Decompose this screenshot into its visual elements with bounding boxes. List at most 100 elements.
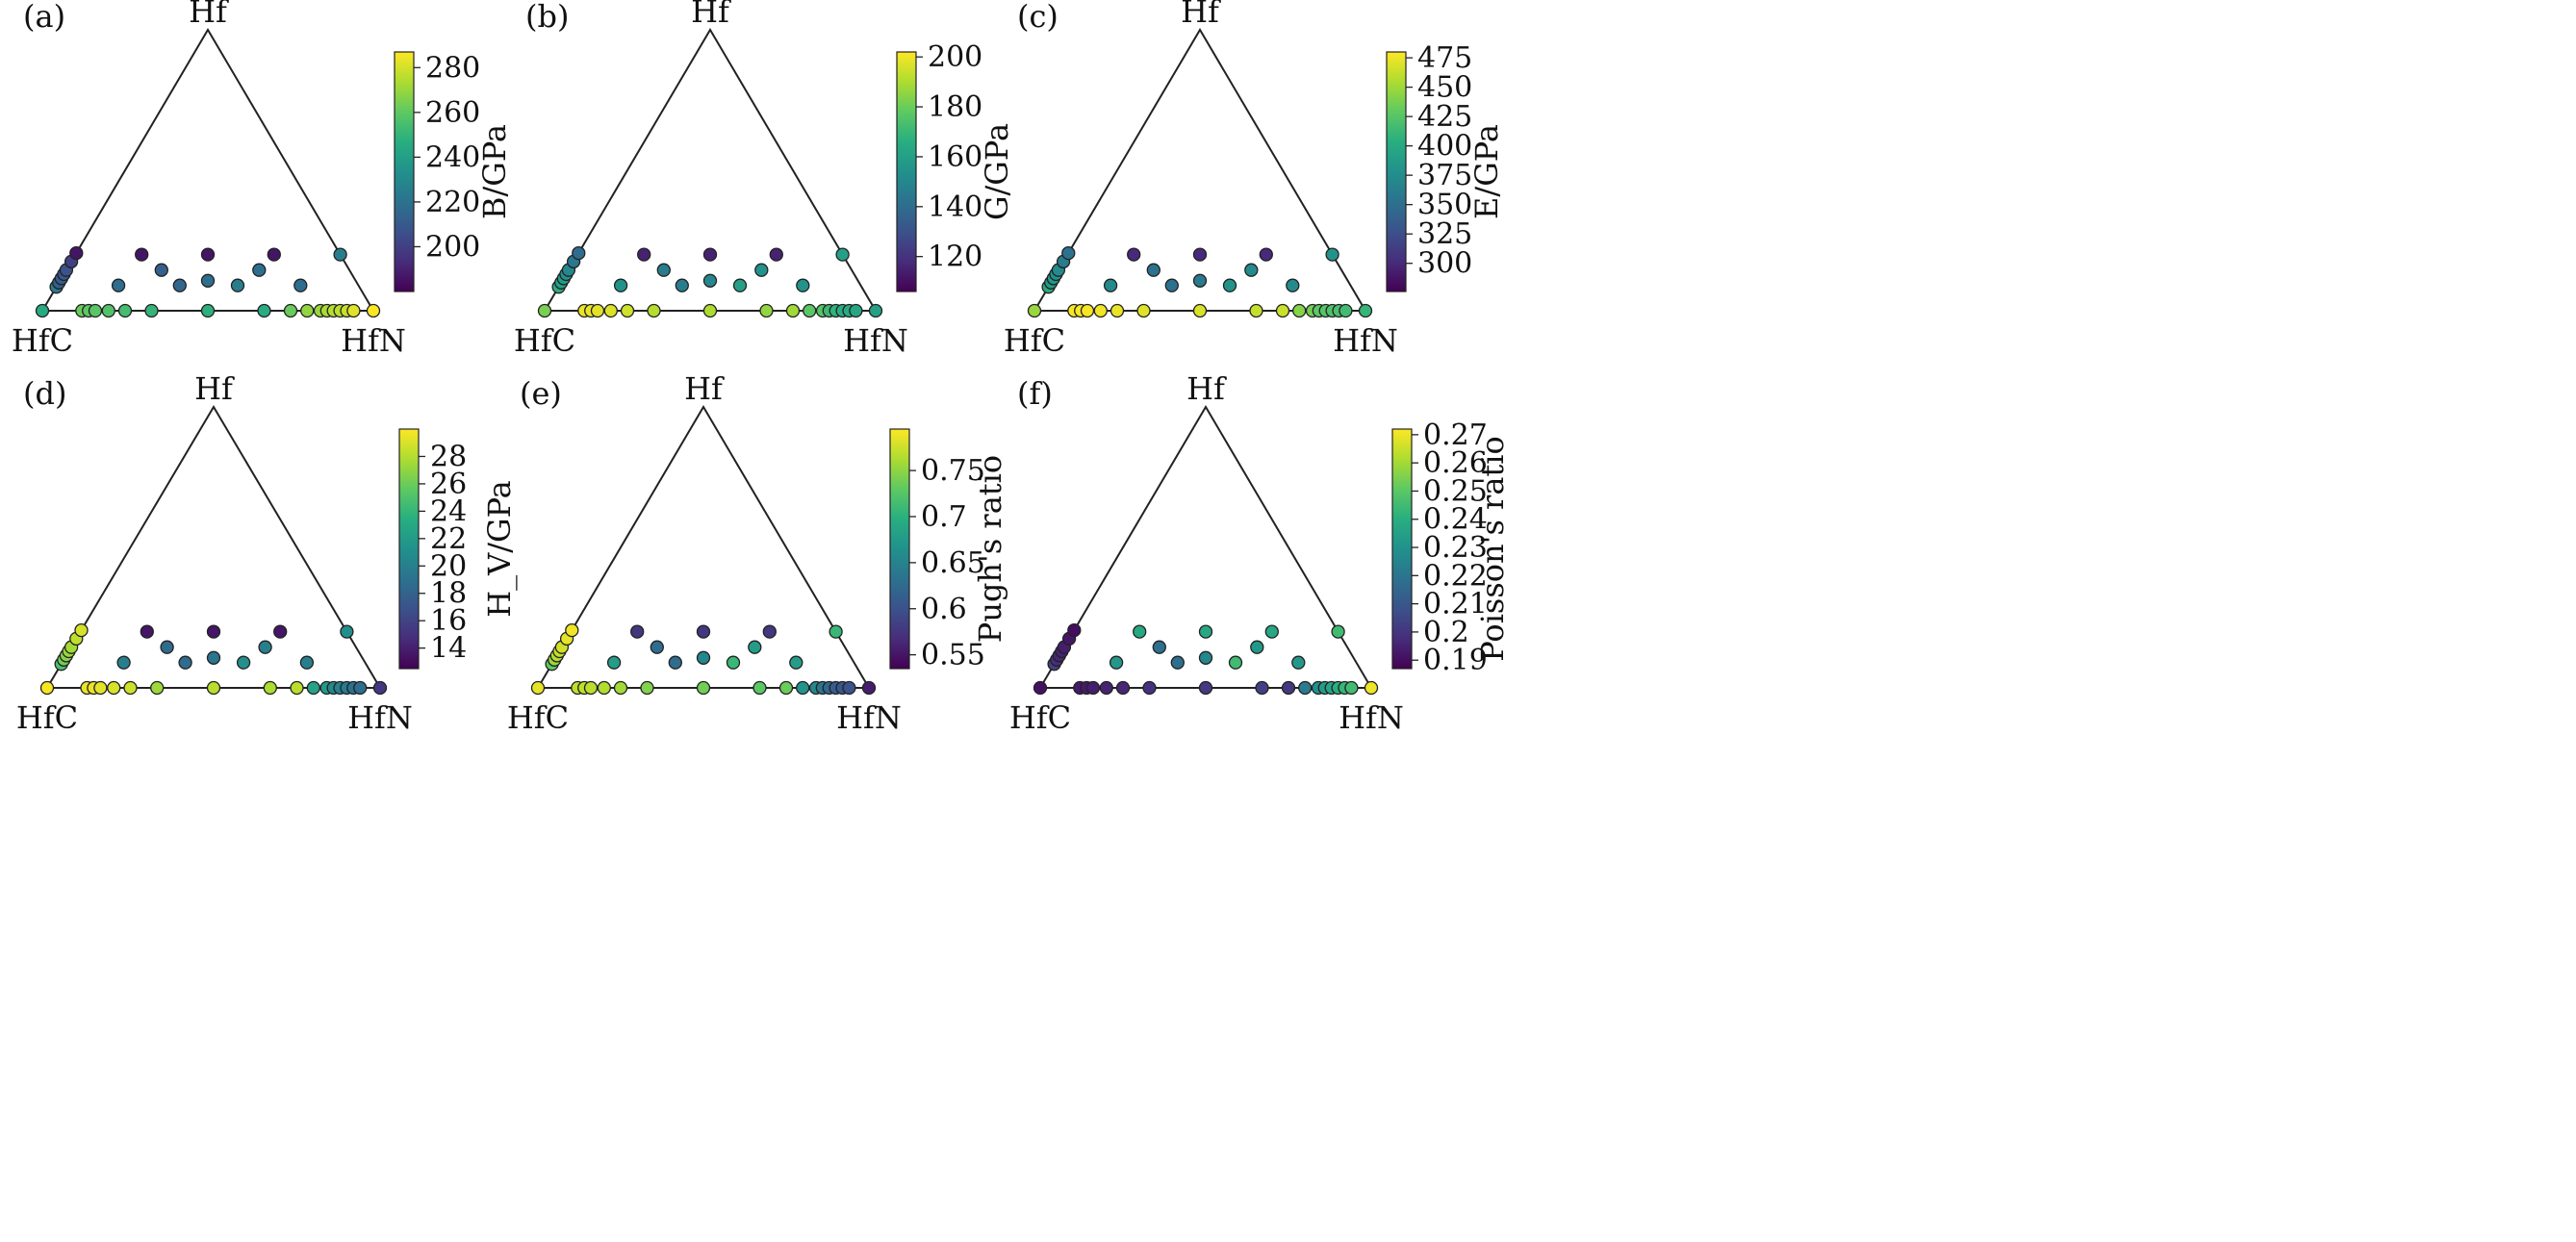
colorbar-tick-label: 0.75 (921, 454, 985, 488)
data-point (306, 680, 320, 696)
data-point (789, 655, 803, 670)
vertex-label-right: HfN (1333, 322, 1398, 359)
colorbar (889, 428, 910, 670)
data-point (769, 247, 783, 262)
colorbar-tick-label: 0.6 (921, 593, 967, 626)
data-point (1331, 624, 1345, 639)
vertex-label-top: Hf (1181, 0, 1221, 30)
colorbar-tick-label: 400 (1417, 130, 1472, 164)
data-point (1292, 303, 1307, 318)
colorbar (1391, 428, 1413, 670)
data-point (668, 655, 682, 670)
data-point (1127, 247, 1141, 262)
data-point (140, 624, 154, 639)
data-point (829, 624, 843, 639)
data-point (1027, 303, 1042, 318)
data-point (69, 245, 84, 261)
colorbar-tick-label: 140 (928, 190, 982, 224)
data-point (726, 655, 741, 670)
data-point (172, 278, 187, 292)
ternary-triangle (40, 28, 375, 312)
data-point (796, 680, 810, 696)
vertex-label-right: HfN (1339, 699, 1404, 736)
data-point (675, 278, 689, 292)
data-point (650, 640, 664, 654)
data-point (702, 273, 718, 288)
data-point (111, 278, 126, 292)
colorbar-tick-label: 0.2 (1423, 616, 1469, 649)
data-point (117, 303, 133, 318)
colorbar-tick-label: 200 (928, 40, 982, 74)
vertex-label-right: HfN (341, 322, 406, 359)
data-point (1339, 303, 1353, 318)
ternary-triangle (536, 405, 871, 689)
data-point (346, 303, 361, 318)
vertex-label-left: HfC (1004, 322, 1065, 359)
data-point (290, 680, 304, 696)
data-point (762, 624, 777, 639)
data-point (1275, 303, 1290, 318)
data-point (606, 655, 622, 670)
colorbar-tick-label: 0.24 (1423, 503, 1488, 537)
colorbar-tick-label: 22 (430, 522, 467, 556)
data-point (1061, 245, 1076, 261)
data-point (101, 303, 115, 318)
data-point (252, 263, 267, 277)
data-point (1093, 303, 1108, 318)
data-point (1198, 624, 1213, 639)
data-point (333, 247, 347, 262)
data-point (150, 680, 165, 696)
data-point (565, 622, 579, 638)
data-point (835, 247, 850, 262)
data-point (178, 655, 192, 670)
data-point (273, 624, 288, 639)
data-point (1192, 303, 1208, 318)
data-point (1170, 655, 1185, 670)
data-point (702, 247, 718, 262)
colorbar-tick-label: 24 (430, 494, 467, 528)
panel-label: (d) (23, 375, 66, 412)
data-point (630, 624, 645, 639)
colorbar-label: Poisson's ratio (1474, 436, 1511, 662)
data-point (154, 263, 168, 277)
vertex-label-left: HfC (12, 322, 73, 359)
panel-label: (c) (1017, 0, 1058, 35)
data-point (160, 640, 174, 654)
colorbar-label: H_V/GPa (481, 480, 518, 618)
colorbar-tick-label: 28 (430, 440, 467, 473)
panel-0: (a) Hf HfC HfN 200 220 240 260 280 B/GPa (12, 0, 513, 359)
data-point (597, 680, 611, 696)
colorbar-tick-label: 220 (425, 186, 480, 219)
data-point (842, 680, 856, 696)
colorbar-tick-label: 0.22 (1423, 559, 1488, 593)
colorbar-tick-label: 180 (928, 90, 982, 124)
panel-label: (b) (525, 0, 569, 35)
data-point (1085, 680, 1101, 696)
data-point (206, 624, 221, 639)
data-point (299, 655, 315, 670)
data-point (258, 640, 272, 654)
data-point (1358, 303, 1373, 318)
colorbar-tick-label: 0.27 (1423, 418, 1488, 452)
data-point (116, 655, 131, 670)
data-point (530, 680, 546, 696)
data-point (637, 247, 651, 262)
data-point (1133, 624, 1147, 639)
colorbar-tick-label: 160 (928, 140, 982, 174)
data-point (200, 273, 216, 288)
data-point (1344, 680, 1359, 696)
data-point (1192, 247, 1208, 262)
colorbar-tick-label: 14 (430, 632, 467, 666)
panel-1: (b) Hf HfC HfN 120 140 160 180 200 G/GPa (514, 0, 1015, 359)
data-point (849, 303, 863, 318)
data-point (702, 303, 718, 318)
data-point (293, 278, 308, 292)
data-point (1222, 278, 1237, 292)
data-point (590, 303, 605, 318)
vertex-label-top: Hf (691, 0, 731, 30)
vertex-label-left: HfC (507, 699, 569, 736)
data-point (1291, 655, 1306, 670)
data-point (1244, 263, 1259, 277)
